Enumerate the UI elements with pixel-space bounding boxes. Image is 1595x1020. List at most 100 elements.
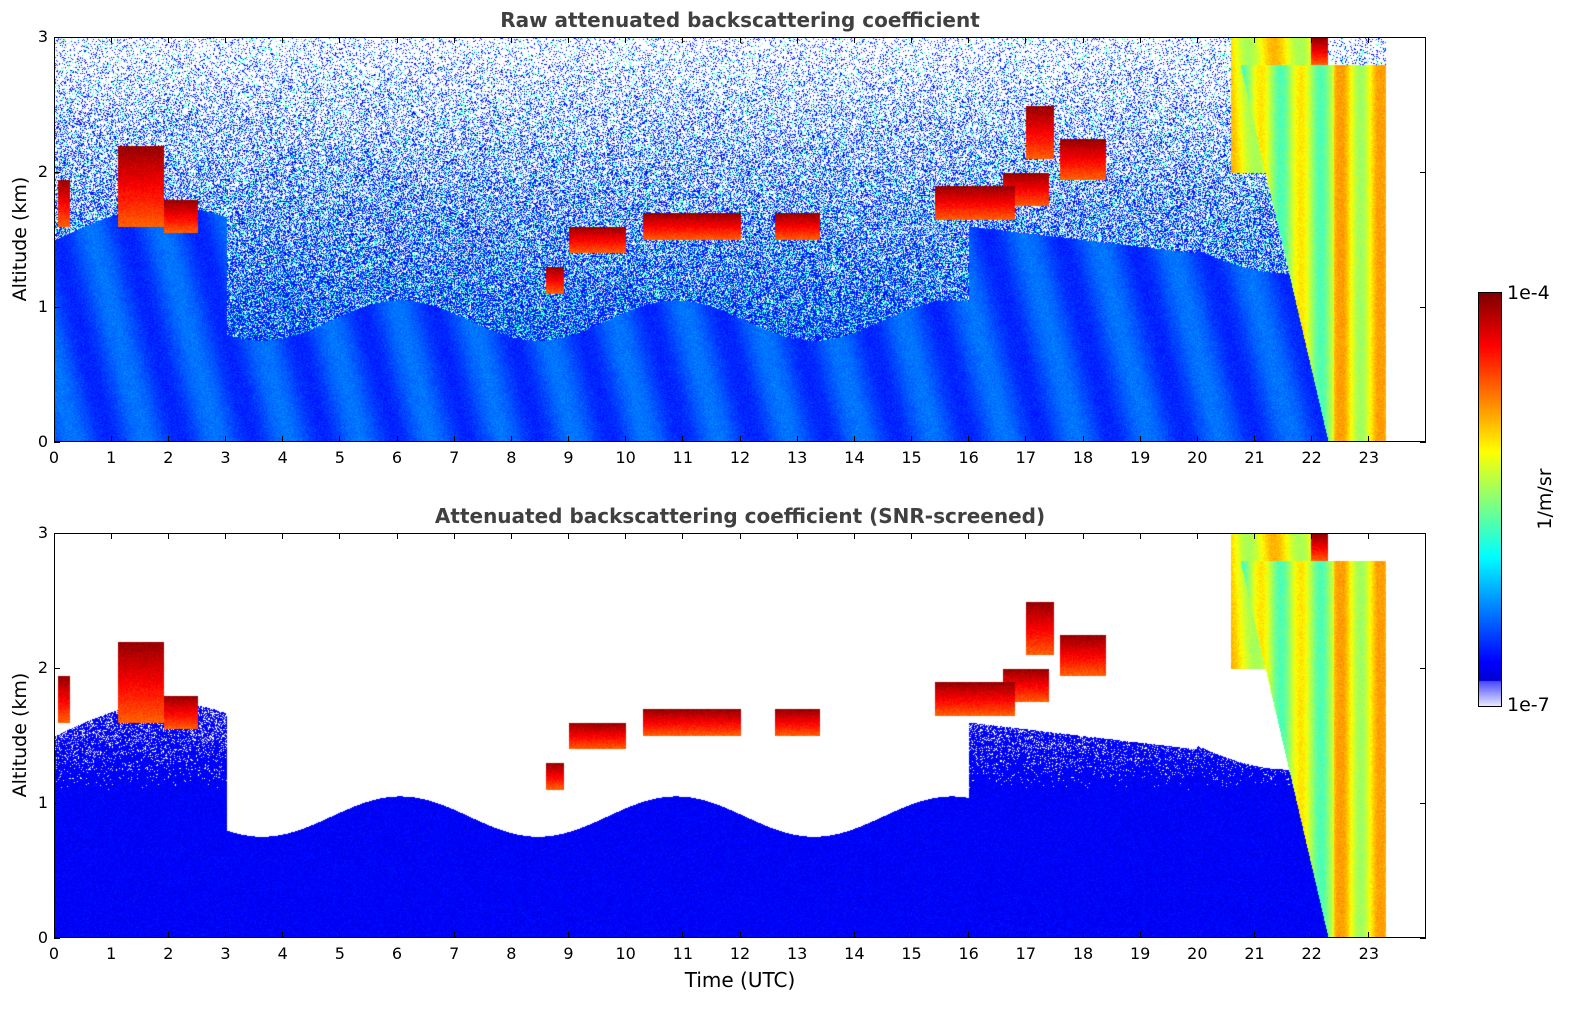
x-tick [1254,436,1255,442]
x-tick-label: 12 [729,448,751,467]
y-tick-right [1420,937,1426,939]
colorbar-min-label: 1e-7 [1507,694,1550,716]
x-tick [682,436,684,442]
x-tick-top [739,37,741,43]
y-tick-right [1420,36,1426,38]
x-tick-top [53,533,55,539]
x-tick-top [1368,533,1370,539]
y-tick [54,667,60,669]
y-tick-label: 1 [37,793,48,812]
y-tick-right [1420,532,1426,534]
x-tick-label: 10 [615,944,636,963]
x-tick [1368,932,1370,938]
x-tick-label: 14 [844,944,865,963]
x-tick [853,932,855,938]
x-tick [167,932,169,938]
x-tick-label: 7 [449,944,460,963]
x-tick-top [53,37,55,43]
x-tick [739,932,741,938]
x-tick-label: 13 [786,448,808,467]
x-tick [282,436,284,442]
x-tick [911,932,912,938]
x-tick [1311,932,1313,938]
x-tick [453,436,455,442]
x-tick-top [453,37,455,43]
x-tick-top [625,37,627,43]
x-tick-label: 1 [106,448,117,467]
x-tick-top [167,37,169,43]
x-tick [53,436,55,442]
heatmap-plot-bottom [54,533,1426,938]
x-tick-top [1311,533,1313,539]
x-tick-top [1025,533,1027,539]
x-tick-top [339,533,341,539]
x-tick [568,932,569,938]
x-tick [110,932,112,938]
y-tick-right [1420,441,1426,443]
x-tick-top [167,533,169,539]
x-tick-label: 4 [277,448,288,467]
heatmap-raster-bottom [55,534,1425,937]
x-tick-label: 20 [1187,944,1208,963]
x-tick-label: 10 [615,448,636,467]
x-tick-label: 5 [334,944,345,963]
x-tick-top [739,533,741,539]
x-tick-top [1196,533,1198,539]
x-tick [110,436,112,442]
colorbar-unit-label: 1/m/sr [1534,468,1556,530]
x-tick [339,932,341,938]
x-tick-top [1082,533,1084,539]
x-tick [453,932,455,938]
y-tick [54,937,60,939]
x-tick [911,436,912,442]
y-axis-label-bottom: Altitude (km) [9,672,31,798]
x-tick [510,436,512,442]
x-tick-label: 8 [506,448,517,467]
x-tick [853,436,855,442]
x-tick-label: 19 [1129,448,1151,467]
x-tick-top [1254,37,1255,43]
x-tick [1139,932,1141,938]
x-tick-label: 7 [449,448,460,467]
x-tick-label: 16 [958,944,979,963]
x-tick-top [225,37,226,43]
x-tick-label: 11 [672,448,693,467]
x-axis-label: Time (UTC) [684,968,796,992]
x-tick [510,932,512,938]
chart-title-bottom: Attenuated backscattering coefficient (S… [434,504,1046,528]
x-tick [1025,436,1027,442]
x-tick-label: 11 [672,944,693,963]
y-tick-label: 0 [37,928,48,947]
x-tick-label: 18 [1072,448,1094,467]
x-tick-label: 14 [844,448,865,467]
x-tick-top [968,533,970,539]
x-tick-top [339,37,341,43]
x-tick-top [625,533,627,539]
x-tick-top [853,37,855,43]
x-tick [1082,436,1084,442]
x-tick-label: 6 [391,944,403,963]
x-tick-label: 19 [1129,944,1151,963]
x-tick [282,932,284,938]
x-tick-label: 3 [220,448,231,467]
x-tick-top [1254,533,1255,539]
x-tick [53,932,55,938]
x-tick-label: 5 [334,448,345,467]
x-tick-top [1311,37,1313,43]
x-tick-label: 1 [106,944,117,963]
x-tick [1025,932,1027,938]
x-tick-top [453,533,455,539]
x-tick [396,932,398,938]
x-tick-top [396,533,398,539]
x-tick-label: 23 [1358,944,1379,963]
x-tick-top [968,37,970,43]
y-tick [54,306,60,308]
colorbar [1478,292,1502,707]
x-tick-label: 8 [506,944,517,963]
x-tick [1196,436,1198,442]
x-tick [225,932,226,938]
x-tick-top [1139,533,1141,539]
y-tick [54,441,60,443]
x-tick-top [796,533,798,539]
x-tick [625,436,627,442]
